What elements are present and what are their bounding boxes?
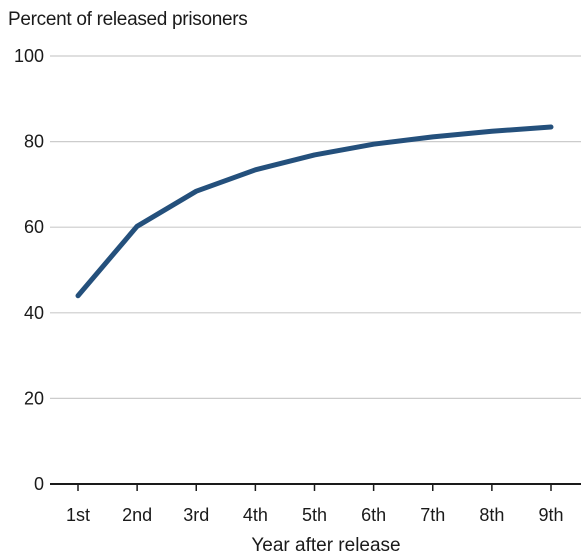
- y-tick-label: 60: [24, 217, 44, 237]
- x-tick-label: 1st: [66, 505, 90, 525]
- x-tick-label: 5th: [302, 505, 327, 525]
- gridlines: [50, 55, 581, 399]
- y-tick-label: 20: [24, 388, 44, 408]
- y-axis-label: Percent of released prisoners: [8, 9, 248, 30]
- x-tick-label: 8th: [479, 505, 504, 525]
- y-tick-label: 80: [24, 132, 44, 152]
- series-lines: [75, 124, 554, 299]
- series-line: [75, 124, 554, 299]
- x-tick-label: 9th: [538, 505, 563, 525]
- x-tick-label: 4th: [243, 505, 268, 525]
- y-tick-labels: 0 20 40 60 80 100: [14, 46, 44, 494]
- x-tick-label: 6th: [361, 505, 386, 525]
- y-tick-label: 0: [34, 474, 44, 494]
- y-tick-label: 40: [24, 303, 44, 323]
- y-tick-label: 100: [14, 46, 44, 66]
- x-ticks: 1st 2nd 3rd 4th 5th 6th 7th 8th 9th: [66, 484, 564, 525]
- x-tick-label: 3rd: [183, 505, 209, 525]
- x-axis-label: Year after release: [251, 535, 400, 556]
- x-tick-label: 7th: [420, 505, 445, 525]
- x-tick-label: 2nd: [122, 505, 152, 525]
